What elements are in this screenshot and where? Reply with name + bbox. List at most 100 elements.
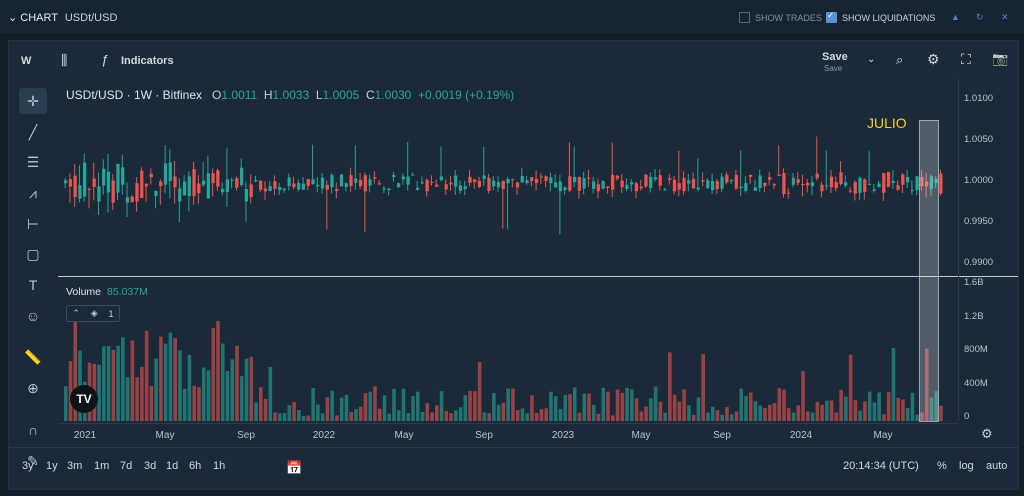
volume-bar — [687, 405, 691, 421]
crosshair-icon[interactable]: ✛ — [19, 88, 47, 114]
candle-body — [330, 175, 334, 188]
close-icon[interactable]: ✕ — [1001, 12, 1009, 22]
volume-bar — [292, 402, 296, 421]
candle-body — [159, 181, 163, 187]
range-button-1h[interactable]: 1h — [213, 460, 226, 472]
candle-body — [558, 181, 562, 192]
indicator-collapse-control[interactable]: ⌃ ◈ 1 — [66, 305, 120, 322]
fx-icon[interactable]: ƒ — [101, 52, 109, 67]
show-trades-checkbox[interactable] — [739, 12, 750, 23]
candle-body — [335, 189, 339, 192]
volume-bar — [192, 385, 196, 421]
volume-bar — [630, 389, 634, 421]
volume-bar — [306, 415, 311, 421]
time-axis[interactable]: 2021 May Sep 2022 May Sep 2023 May Sep 2024 May — [58, 423, 958, 446]
show-liquidations-checkbox[interactable] — [826, 10, 837, 23]
volume-bar — [601, 387, 606, 421]
candle-body — [240, 167, 244, 185]
volume-bar — [672, 394, 677, 421]
show-liquidations-toggle[interactable]: SHOW LIQUIDATIONS — [826, 10, 935, 23]
range-button-3m[interactable]: 3m — [67, 460, 83, 472]
percent-toggle[interactable]: % — [937, 460, 947, 472]
quick-search-icon[interactable]: ⌕ — [896, 52, 904, 67]
pattern-icon[interactable]: ⩘ — [29, 184, 37, 201]
indicators-button[interactable]: Indicators — [121, 55, 174, 67]
axis-settings-icon[interactable]: ⚙ — [981, 426, 993, 441]
parallel-lines-icon[interactable]: ☰ — [26, 153, 40, 170]
ruler-icon[interactable]: 📏 — [24, 348, 42, 365]
volume-bar — [820, 404, 824, 421]
lock-drawings-icon[interactable]: ✎ — [27, 452, 39, 469]
show-trades-toggle[interactable]: SHOW TRADES — [739, 12, 822, 23]
candle-body — [549, 177, 553, 184]
chevron-up-icon[interactable]: ⌃ — [72, 308, 80, 318]
layers-icon[interactable]: ◈ — [90, 308, 98, 318]
candle-body — [920, 177, 924, 187]
interval-button[interactable]: W — [21, 55, 32, 67]
julio-annotation[interactable]: JULIO — [867, 115, 907, 131]
volume-bar — [729, 414, 734, 421]
candle-body — [568, 176, 572, 191]
candle-body — [577, 176, 581, 191]
volume-bar — [449, 413, 453, 421]
volume-bar — [320, 413, 325, 421]
candle-body — [458, 185, 463, 191]
range-button-6h[interactable]: 6h — [189, 460, 202, 472]
volume-bar — [825, 400, 829, 421]
volume-bar — [249, 356, 254, 421]
save-button[interactable]: Save — [822, 51, 848, 63]
rectangle-icon[interactable]: ▢ — [26, 245, 40, 262]
candles-type-icon[interactable]: ⫼ — [61, 52, 68, 68]
zoom-in-icon[interactable]: ⊕ — [27, 379, 39, 396]
volume-bar — [297, 409, 301, 421]
volume-bar — [763, 408, 767, 421]
candle-body — [886, 172, 891, 187]
trend-line-icon[interactable]: ╱ — [28, 123, 38, 140]
volume-bar — [392, 388, 396, 421]
range-button-3y[interactable]: 3y — [22, 460, 34, 472]
volume-bar — [458, 407, 463, 421]
volume-bar — [187, 355, 192, 421]
magnet-icon[interactable]: ∩ — [27, 422, 39, 438]
candle-body — [872, 189, 876, 191]
chevron-down-icon[interactable]: ⌄ — [867, 54, 876, 65]
refresh-icon[interactable]: ↻ — [976, 12, 984, 22]
range-button-1m[interactable]: 1m — [94, 460, 110, 472]
price-chart[interactable] — [58, 79, 958, 315]
gear-icon[interactable]: ⚙ — [927, 51, 940, 67]
fullscreen-icon[interactable]: ⛶ — [961, 51, 971, 67]
pane-separator[interactable] — [58, 276, 1018, 277]
candle-body — [534, 178, 539, 183]
volume-bar — [886, 392, 891, 421]
measure-icon[interactable]: ⊢ — [26, 215, 40, 232]
chart-header[interactable]: ⌄ CHART USDt/USD — [8, 11, 117, 24]
camera-icon[interactable]: 📷 — [992, 51, 1009, 66]
range-button-1y[interactable]: 1y — [46, 460, 58, 472]
tradingview-logo[interactable]: TV — [70, 385, 98, 413]
volume-bar — [530, 395, 534, 421]
utc-clock[interactable]: 20:14:34 (UTC) — [843, 460, 919, 472]
volume-bar — [344, 394, 349, 421]
highlight-rectangle[interactable] — [919, 120, 939, 422]
text-icon[interactable]: T — [28, 277, 38, 293]
emoji-icon[interactable]: ☺ — [25, 308, 41, 324]
candle-body — [677, 183, 681, 190]
range-button-7d[interactable]: 7d — [120, 460, 133, 472]
range-button-1d[interactable]: 1d — [166, 460, 179, 472]
volume-bar — [311, 388, 315, 421]
collapse-up-icon[interactable]: ▲ — [951, 12, 960, 22]
candle-body — [435, 184, 439, 187]
volume-bar — [891, 347, 896, 421]
price-tick-label: 1.0100 — [964, 93, 994, 104]
candle-body — [249, 184, 253, 198]
volume-bar — [430, 412, 434, 421]
volume-bar — [777, 388, 782, 421]
volume-bar — [111, 349, 116, 421]
price-axis[interactable]: 1.0100 1.0050 1.0000 0.9950 0.9900 1.6B 1.2B 80… — [958, 79, 1019, 422]
volume-chart[interactable] — [58, 319, 958, 421]
auto-toggle[interactable]: auto — [986, 460, 1008, 472]
log-toggle[interactable]: log — [959, 460, 974, 472]
range-button-3d[interactable]: 3d — [144, 460, 157, 472]
date-range-icon[interactable]: 📅 — [286, 460, 303, 475]
volume-bar — [592, 405, 596, 421]
